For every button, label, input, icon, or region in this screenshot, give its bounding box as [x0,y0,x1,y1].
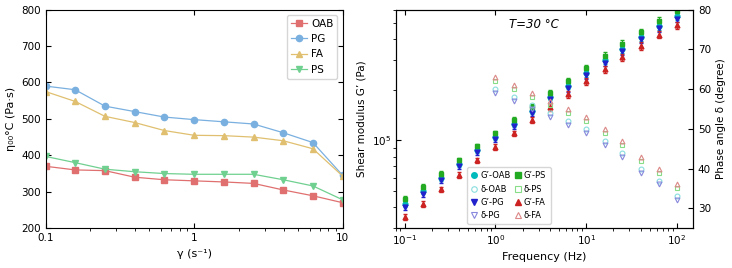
FA [41,90,50,93]
OAB [190,179,198,183]
PG [249,122,258,126]
PG [279,131,288,134]
PG [71,88,80,91]
PG [160,116,169,119]
PS [279,178,288,181]
PS [100,168,109,171]
OAB [160,178,169,181]
PG [309,141,318,144]
PG [130,110,139,113]
Line: PS: PS [42,153,346,203]
FA [338,174,347,178]
Line: FA: FA [42,88,346,179]
Y-axis label: Shear modulus G’ (Pa): Shear modulus G’ (Pa) [356,61,366,177]
PS [190,173,198,176]
PG [190,118,198,121]
PS [41,155,50,158]
OAB [100,169,109,172]
PG [41,84,50,88]
OAB [71,168,80,172]
Legend: G’-OAB, δ-OAB, G’-PG, δ-PG, G’-PS, δ-PS, G’-FA, δ-FA: G’-OAB, δ-OAB, G’-PG, δ-PG, G’-PS, δ-PS,… [467,167,550,224]
PS [160,172,169,175]
Line: OAB: OAB [42,163,346,206]
FA [130,121,139,124]
OAB [41,165,50,168]
PG [338,174,347,177]
OAB [130,176,139,179]
FA [279,139,288,142]
OAB [279,188,288,192]
OAB [309,194,318,198]
PS [338,198,347,202]
FA [249,136,258,139]
OAB [249,182,258,185]
X-axis label: Frequency (Hz): Frequency (Hz) [502,252,586,262]
PG [220,120,228,124]
Line: PG: PG [42,83,346,178]
Text: T=30 °C: T=30 °C [509,18,559,31]
Y-axis label: Phase angle δ (degree): Phase angle δ (degree) [717,58,726,179]
Legend: OAB, PG, FA, PS: OAB, PG, FA, PS [287,15,337,79]
PG [100,105,109,108]
X-axis label: γ (s⁻¹): γ (s⁻¹) [176,249,212,259]
FA [309,147,318,150]
PS [309,184,318,188]
OAB [338,201,347,204]
FA [190,134,198,137]
FA [160,129,169,132]
PS [249,173,258,176]
PS [130,170,139,173]
PS [71,161,80,164]
Y-axis label: η₀₀°C (Pa·s): η₀₀°C (Pa·s) [6,87,15,151]
FA [220,134,228,137]
FA [100,115,109,118]
FA [71,100,80,103]
OAB [220,180,228,184]
PS [220,173,228,176]
